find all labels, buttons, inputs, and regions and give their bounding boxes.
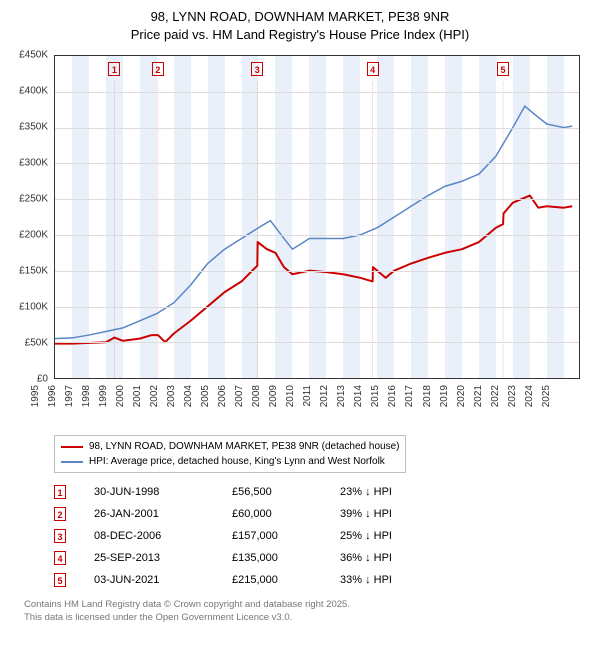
legend-swatch-2: [61, 461, 83, 463]
legend-row-2: HPI: Average price, detached house, King…: [61, 454, 399, 469]
sale-date: 26-JAN-2001: [94, 503, 204, 525]
title-line-1: 98, LYNN ROAD, DOWNHAM MARKET, PE38 9NR: [12, 8, 588, 26]
sale-diff: 36% ↓ HPI: [340, 547, 450, 569]
sale-price: £135,000: [232, 547, 312, 569]
legend-row-1: 98, LYNN ROAD, DOWNHAM MARKET, PE38 9NR …: [61, 439, 399, 454]
footer: Contains HM Land Registry data © Crown c…: [24, 599, 588, 625]
footer-line-2: This data is licensed under the Open Gov…: [24, 612, 588, 625]
legend-label-1: 98, LYNN ROAD, DOWNHAM MARKET, PE38 9NR …: [89, 439, 399, 454]
sale-price: £215,000: [232, 569, 312, 591]
y-tick-label: £400K: [19, 86, 48, 97]
y-tick-label: £150K: [19, 266, 48, 277]
legend: 98, LYNN ROAD, DOWNHAM MARKET, PE38 9NR …: [54, 435, 406, 473]
sale-price: £56,500: [232, 481, 312, 503]
line-svg: [55, 56, 579, 378]
sale-diff: 33% ↓ HPI: [340, 569, 450, 591]
chart-title-block: 98, LYNN ROAD, DOWNHAM MARKET, PE38 9NR …: [12, 8, 588, 43]
sale-diff: 25% ↓ HPI: [340, 525, 450, 547]
footer-line-1: Contains HM Land Registry data © Crown c…: [24, 599, 588, 612]
sale-price: £60,000: [232, 503, 312, 525]
sale-index: 4: [54, 551, 66, 565]
x-axis: 1995199619971998199920002001200220032004…: [54, 379, 580, 429]
y-tick-label: £350K: [19, 122, 48, 133]
y-axis: £0£50K£100K£150K£200K£250K£300K£350K£400…: [12, 55, 52, 379]
y-tick-label: £250K: [19, 194, 48, 205]
y-tick-label: £200K: [19, 230, 48, 241]
sale-index: 5: [54, 573, 66, 587]
sale-marker: 1: [108, 62, 120, 76]
sale-marker: 4: [367, 62, 379, 76]
sale-date: 08-DEC-2006: [94, 525, 204, 547]
sale-diff: 23% ↓ HPI: [340, 481, 450, 503]
y-tick-label: £450K: [19, 50, 48, 61]
sale-date: 30-JUN-1998: [94, 481, 204, 503]
sales-row: 1 30-JUN-1998 £56,500 23% ↓ HPI: [54, 481, 588, 503]
sale-price: £157,000: [232, 525, 312, 547]
sale-date: 25-SEP-2013: [94, 547, 204, 569]
y-tick-label: £300K: [19, 158, 48, 169]
x-tick-label: 2025: [541, 385, 589, 407]
sales-row: 5 03-JUN-2021 £215,000 33% ↓ HPI: [54, 569, 588, 591]
y-tick-label: £0: [37, 374, 48, 385]
sale-marker: 3: [251, 62, 263, 76]
sales-table: 1 30-JUN-1998 £56,500 23% ↓ HPI 2 26-JAN-2001…: [54, 481, 588, 591]
y-tick-label: £50K: [25, 338, 48, 349]
sale-index: 2: [54, 507, 66, 521]
sales-row: 4 25-SEP-2013 £135,000 36% ↓ HPI: [54, 547, 588, 569]
title-line-2: Price paid vs. HM Land Registry's House …: [12, 26, 588, 44]
sales-row: 3 08-DEC-2006 £157,000 25% ↓ HPI: [54, 525, 588, 547]
sale-marker: 2: [152, 62, 164, 76]
y-tick-label: £100K: [19, 302, 48, 313]
sale-date: 03-JUN-2021: [94, 569, 204, 591]
legend-label-2: HPI: Average price, detached house, King…: [89, 454, 385, 469]
sale-index: 1: [54, 485, 66, 499]
legend-swatch-1: [61, 446, 83, 448]
sale-index: 3: [54, 529, 66, 543]
sale-diff: 39% ↓ HPI: [340, 503, 450, 525]
sale-marker: 5: [497, 62, 509, 76]
chart-area: £0£50K£100K£150K£200K£250K£300K£350K£400…: [54, 49, 580, 429]
sales-row: 2 26-JAN-2001 £60,000 39% ↓ HPI: [54, 503, 588, 525]
plot-area: 1 2 3 4 5: [54, 55, 580, 379]
